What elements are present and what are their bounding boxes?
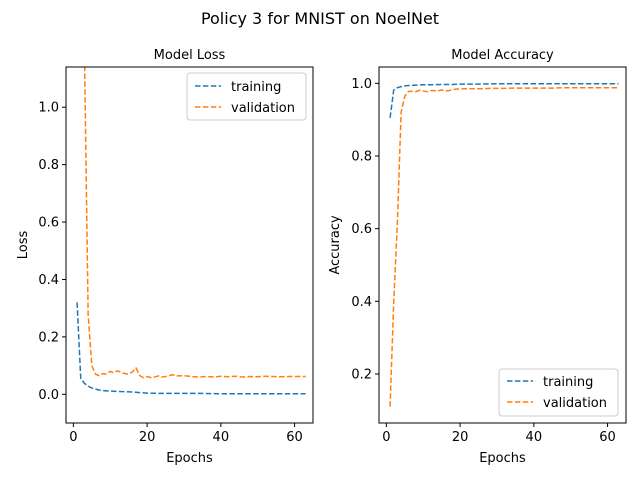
loss-axes-title: Model Loss: [154, 48, 226, 63]
accuracy-y-tick-label: 0.6: [351, 222, 372, 237]
loss-axes: Model Loss Epochs Loss 0 20 40 60 0.0 0.2 0.4…: [16, 48, 314, 466]
accuracy-x-ticks: 0 20 40 60: [382, 423, 616, 445]
accuracy-y-axis-label: Accuracy: [328, 215, 343, 275]
accuracy-legend-training-label: training: [543, 375, 593, 390]
accuracy-x-tick-label: 40: [526, 430, 543, 445]
loss-y-axis-label: Loss: [16, 231, 31, 260]
accuracy-training-line: [389, 82, 619, 118]
accuracy-legend-box: [498, 368, 619, 417]
loss-plot-area: [66, 67, 313, 423]
loss-y-tick-label: 0.8: [38, 158, 59, 173]
loss-axes-frame: [65, 66, 314, 424]
accuracy-x-tick-label: 60: [599, 430, 616, 445]
accuracy-y-ticks: 0.2 0.4 0.6 0.8 1.0: [351, 77, 379, 382]
loss-x-tick-label: 40: [213, 430, 230, 445]
loss-legend: training validation: [186, 72, 307, 121]
accuracy-y-tick-label: 0.2: [351, 367, 372, 382]
loss-series-group: [76, 67, 306, 395]
loss-x-ticks: 0 20 40 60: [69, 423, 303, 445]
loss-x-tick-label: 0: [69, 430, 77, 445]
loss-y-tick-label: 1.0: [38, 101, 59, 116]
loss-y-tick-label: 0.6: [38, 216, 59, 231]
loss-training-line: [76, 302, 306, 395]
loss-x-tick-label: 20: [139, 430, 156, 445]
loss-legend-box: [186, 72, 307, 121]
loss-legend-validation-label: validation: [231, 101, 295, 116]
loss-y-tick-label: 0.2: [38, 330, 59, 345]
loss-legend-training-label: training: [231, 80, 281, 95]
accuracy-x-axis-label: Epochs: [479, 451, 526, 466]
accuracy-validation-line: [389, 86, 619, 407]
accuracy-axes: Model Accuracy Epochs Accuracy 0 20 40 60 0…: [328, 48, 627, 466]
loss-validation-line: [83, 67, 306, 379]
accuracy-x-tick-label: 0: [382, 430, 390, 445]
loss-y-tick-label: 0.4: [38, 273, 59, 288]
accuracy-axes-frame: [378, 66, 627, 424]
loss-y-tick-label: 0.0: [38, 388, 59, 403]
accuracy-y-tick-label: 0.8: [351, 150, 372, 165]
figure-title: Policy 3 for MNIST on NoelNet: [201, 9, 439, 28]
accuracy-legend: training validation: [498, 368, 619, 417]
loss-x-tick-label: 60: [286, 430, 303, 445]
accuracy-y-tick-label: 1.0: [351, 77, 372, 92]
accuracy-series-group: [389, 82, 619, 407]
accuracy-y-tick-label: 0.4: [351, 295, 372, 310]
accuracy-axes-title: Model Accuracy: [451, 48, 554, 63]
accuracy-legend-validation-label: validation: [543, 396, 607, 411]
accuracy-x-tick-label: 20: [452, 430, 469, 445]
accuracy-plot-area: [379, 67, 626, 423]
loss-y-ticks: 0.0 0.2 0.4 0.6 0.8 1.0: [38, 101, 66, 403]
loss-x-axis-label: Epochs: [166, 451, 213, 466]
